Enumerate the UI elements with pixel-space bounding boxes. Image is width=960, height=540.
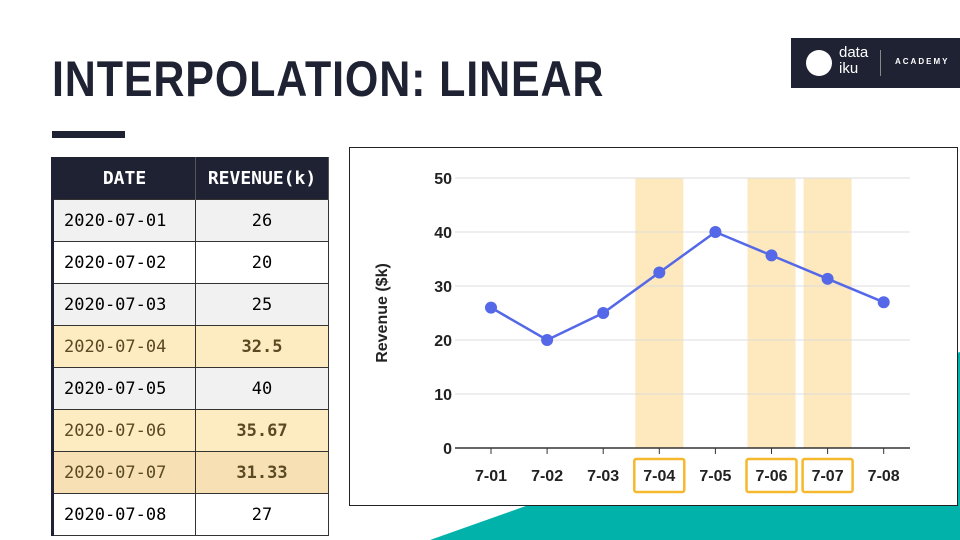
page-title: INTERPOLATION: LINEAR — [52, 51, 605, 107]
y-tick-label: 40 — [434, 225, 452, 242]
series-line — [490, 230, 885, 342]
logo-academy: ACADEMY — [895, 57, 950, 66]
x-tick-label: 7-02 — [531, 468, 563, 485]
table-row: 2020-07-06 35.67 — [52, 409, 329, 452]
bird-icon — [806, 50, 832, 76]
revenue-table: DATE REVENUE(k) 2020-07-01 26 2020-07-02 20 2… — [51, 157, 329, 536]
x-tick-label: 7-07 — [812, 468, 844, 485]
header-date: DATE — [52, 157, 196, 200]
y-tick-label: 30 — [434, 279, 452, 296]
title-underline — [52, 131, 125, 138]
date-cell: 2020-07-08 — [52, 493, 196, 536]
table-row: 2020-07-01 26 — [52, 199, 329, 242]
data-point — [877, 296, 890, 309]
highlight-label-box — [801, 457, 854, 494]
table-row: 2020-07-07 31.33 — [52, 451, 329, 494]
x-tick-label: 7-03 — [587, 468, 619, 485]
table-row: 2020-07-02 20 — [52, 241, 329, 284]
date-cell: 2020-07-05 — [52, 367, 196, 410]
revenue-cell: 32.5 — [195, 325, 329, 368]
x-tick-label: 7-04 — [643, 468, 675, 485]
y-axis-label: Revenue ($k) — [374, 263, 391, 363]
data-point — [765, 249, 778, 262]
y-tick-label: 20 — [434, 333, 452, 350]
y-tick-label: 10 — [434, 387, 452, 404]
table-row: 2020-07-04 32.5 — [52, 325, 329, 368]
revenue-cell: 26 — [195, 199, 329, 242]
date-cell: 2020-07-03 — [52, 283, 196, 326]
x-tick-label: 7-05 — [699, 468, 731, 485]
data-point — [709, 226, 722, 238]
date-cell: 2020-07-06 — [52, 409, 196, 452]
revenue-cell: 27 — [195, 493, 329, 536]
data-point — [821, 272, 834, 285]
revenue-cell: 25 — [195, 283, 329, 326]
date-cell: 2020-07-04 — [52, 325, 196, 368]
revenue-cell: 20 — [195, 241, 329, 284]
data-point — [485, 301, 497, 314]
highlight-band — [635, 178, 684, 448]
logo-text-data: data — [839, 44, 869, 61]
table-row: 2020-07-08 27 — [52, 493, 329, 536]
data-point — [597, 307, 610, 319]
table-row: 2020-07-03 25 — [52, 283, 329, 326]
logo-text-iku: iku — [839, 60, 859, 77]
revenue-cell: 40 — [195, 367, 329, 410]
x-tick-label: 7-01 — [475, 468, 507, 485]
highlight-band — [747, 178, 796, 448]
y-tick-label: 0 — [443, 441, 452, 458]
revenue-cell: 31.33 — [195, 451, 329, 494]
date-cell: 2020-07-07 — [52, 451, 196, 494]
dataiku-academy-logo: data iku ACADEMY — [791, 38, 960, 88]
data-point — [653, 266, 666, 279]
x-tick-label: 7-06 — [755, 468, 787, 485]
y-tick-label: 50 — [434, 171, 452, 188]
highlight-label-box — [745, 457, 798, 494]
table-row: 2020-07-05 40 — [52, 367, 329, 410]
revenue-cell: 35.67 — [195, 409, 329, 452]
date-cell: 2020-07-02 — [52, 241, 196, 284]
data-point — [541, 334, 554, 346]
x-tick-label: 7-08 — [868, 468, 900, 485]
highlight-label-box — [633, 457, 686, 494]
header-revenue: REVENUE(k) — [195, 157, 329, 200]
revenue-line-chart: 0 10 20 30 40 50 Revenue ($k) 7-01 7-02 7-03 7-04 7… — [349, 147, 958, 506]
date-cell: 2020-07-01 — [52, 199, 196, 242]
highlight-band — [803, 178, 852, 448]
